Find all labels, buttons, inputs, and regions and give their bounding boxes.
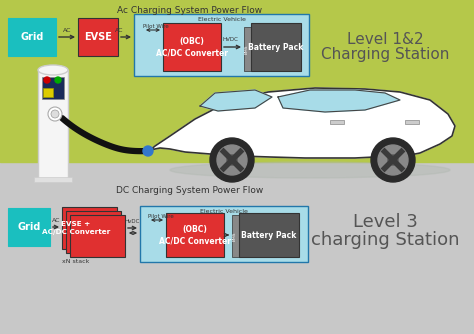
Circle shape [44,77,50,83]
Bar [38,70,68,180]
Bar [251,23,301,71]
Text: (OBC)
AC/DC Converter: (OBC) AC/DC Converter [159,225,231,245]
Circle shape [217,145,247,175]
Text: AC: AC [63,28,71,33]
Bar [134,14,309,76]
Text: DC Charging System Power Flow: DC Charging System Power Flow [117,186,264,195]
Polygon shape [278,90,400,112]
Text: EVSE +
AC/DC Converter: EVSE + AC/DC Converter [42,221,110,235]
Text: BMS: BMS [245,44,249,54]
Text: Grid: Grid [20,32,44,42]
Polygon shape [200,90,272,111]
Text: Charging Station: Charging Station [321,47,449,62]
Circle shape [388,155,398,165]
Circle shape [210,138,254,182]
Text: (OBC)
AC/DC Converter: (OBC) AC/DC Converter [156,37,228,57]
Text: Battery Pack: Battery Pack [248,42,304,51]
Text: Pilot Wire: Pilot Wire [143,23,169,28]
Bar [8,208,50,246]
Text: EVSE: EVSE [84,32,112,42]
Text: HVDC: HVDC [223,37,239,42]
Bar [78,18,118,56]
Circle shape [48,107,62,121]
Polygon shape [148,88,455,158]
Text: AC: AC [52,218,60,223]
Bar [244,27,251,71]
Bar [62,207,117,249]
Ellipse shape [38,65,68,75]
Bar [239,213,299,257]
Bar [42,77,64,99]
Bar [34,177,72,182]
Bar [232,215,239,257]
Bar [140,206,308,262]
Bar [166,213,224,257]
Text: Electric Vehicle: Electric Vehicle [198,17,246,22]
Circle shape [143,146,153,156]
Circle shape [51,110,59,118]
Bar [330,120,344,124]
Bar [0,162,474,334]
Circle shape [227,155,237,165]
Bar [8,18,56,56]
Circle shape [55,77,61,83]
Bar [405,120,419,124]
Text: Battery Pack: Battery Pack [241,230,297,239]
Text: Electric Vehicle: Electric Vehicle [200,209,248,214]
Circle shape [378,145,408,175]
Bar [0,0,474,162]
Text: Ac Charging System Power Flow: Ac Charging System Power Flow [118,6,263,15]
Bar [66,211,121,253]
Text: Pilot Wire: Pilot Wire [148,213,174,218]
Text: HvDC: HvDC [124,219,140,224]
Bar [163,23,221,71]
Text: AC: AC [115,28,123,33]
Bar [70,215,125,257]
Ellipse shape [170,162,450,178]
Bar [43,88,53,97]
Text: xN stack: xN stack [62,259,90,264]
Text: charging Station: charging Station [311,231,459,249]
Text: BMS: BMS [233,231,237,241]
Circle shape [371,138,415,182]
Text: Grid: Grid [18,222,41,232]
Text: Level 3: Level 3 [353,213,418,231]
Text: Level 1&2: Level 1&2 [346,31,423,46]
